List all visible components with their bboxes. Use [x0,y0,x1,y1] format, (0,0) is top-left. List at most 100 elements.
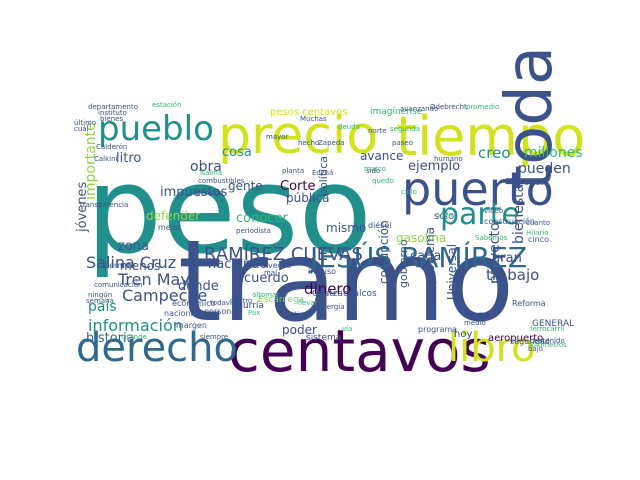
word-edzna: Edzná [312,169,334,177]
word-general: GENERAL [532,319,575,329]
word-escarcega: Escárcega [258,295,305,305]
word-veces: veces [268,261,292,270]
word-hoy: hoy [454,329,473,340]
word-pesos-centavos: pesos centavos [270,107,348,118]
word-programa: programa [418,325,458,334]
word-mal: mal [264,269,278,277]
word-mismo: mismo [326,221,367,235]
word-gobierno: gobierno [397,239,410,288]
word-vivir: vivir [438,211,454,219]
word-conocer: conocer [236,211,288,226]
word-obra: obra [190,159,222,175]
word-via: vía [342,325,353,333]
word-hecho: hecho [298,139,320,147]
word-pension: pensión [196,189,224,197]
word-zona: zona [118,239,149,254]
word-dinero: dinero [304,280,352,298]
word-departamento: departamento [88,103,138,111]
word-litro: litro [116,151,142,166]
word-tren-maya: Tren Maya [118,270,200,289]
word-gurria: Gurría [236,301,264,311]
word-transparencia: transparencia [80,201,129,209]
word-gasolina: gasolina [396,231,447,245]
word-nalina: Nalina [200,169,223,177]
word-grande: grande [122,333,147,341]
word-ningun: ningún [88,291,113,299]
word-impuestos: impuestos [160,185,228,200]
word-pueblo: pueblo [98,109,214,149]
word-acuerdo: acuerdo [236,271,289,286]
word-altomar: altomar [252,291,280,299]
word-informacion: información [88,316,183,335]
word-cual: cuál [74,125,89,133]
word-avanzando: avanzando [400,105,439,113]
word-bienestar: bienestar [511,178,527,244]
word-gran: gran [492,251,522,266]
word-medio: medio [464,319,486,327]
word-imaginense: imagínense [370,107,423,117]
word-salina-cruz: Salina Cruz [86,253,177,272]
word-semana: semana [86,297,114,305]
word-pax: Pax [248,309,261,317]
word-marco: marco [364,165,386,173]
word-contenido: contenido [530,337,565,345]
word-peso: peso [86,142,372,281]
word-tiempo: tiempo [396,105,586,168]
word-problema: problema [423,226,437,284]
word-tramo: tramo [178,217,515,347]
word-sistema: sistema [306,333,342,343]
word-pueden: pueden [518,161,571,177]
word-cada: cada [410,249,442,264]
word-centro: centro [230,297,253,305]
word-personas: personas [204,307,241,316]
word-puerto: puerto [402,162,554,216]
word-libro: libro [448,325,536,371]
word-norte: norte [368,127,387,135]
word-planta: planta [282,167,305,175]
word-calderon: Calderón [96,143,128,151]
word-bienes: bienes [100,115,124,123]
word-todavia: todavía [210,299,237,307]
word-nadie: nadie [466,311,489,320]
word-quedo: quedo [372,177,394,185]
word-ultimo: último [74,119,97,127]
word-comunicacion: comunicación [94,281,143,289]
word-promedio: promedio [466,103,500,111]
word-parte: parte [440,197,520,232]
word-gente: gente [228,179,263,193]
word-combustibles: combustibles [198,177,245,185]
word-hilario: Hilario [526,229,549,237]
word-ejemplo: ejemplo [408,159,461,174]
word-calkini: Calkini [94,155,118,163]
word-margen: margen [176,321,207,330]
word-haciendo: haciendo [208,257,268,272]
word-reforma: Reforma [512,299,546,308]
word-millones: millones [524,145,583,161]
word-aeropuerto: aeropuerto [488,333,544,344]
word-dias: días [292,311,307,319]
word-incluso: incluso [308,267,337,276]
word-sido: sido [366,167,381,175]
word-instituto: instituto [98,109,127,117]
word-permite: permite [104,261,136,270]
word-cuanto: cuanto [526,219,551,227]
word-jesus-ramirez: JESÚS RAMÍREZ [310,241,528,274]
word-publica: pública [286,191,330,205]
word-universal: Universal [445,243,459,300]
word-video: video [484,207,504,215]
word-solo: sólo [434,211,455,222]
word-siempre: siempre [200,333,229,341]
word-ciclo: ciclo [401,188,417,196]
word-menos: menos [120,259,161,273]
word-deuda: deuda [338,123,360,131]
word-centavos: centavos [228,317,491,385]
word-bajo: bajo [528,345,543,353]
word-historia: historia [86,331,135,346]
word-mayor: mayor [266,133,289,141]
word-precio: precio [218,106,379,166]
word-creo: creo [478,144,511,162]
word-dijo: dijo [184,279,197,287]
word-donde: dónde [178,279,219,294]
word-nacional: nacional [164,309,198,318]
word-unidos: Unidos [524,179,548,187]
